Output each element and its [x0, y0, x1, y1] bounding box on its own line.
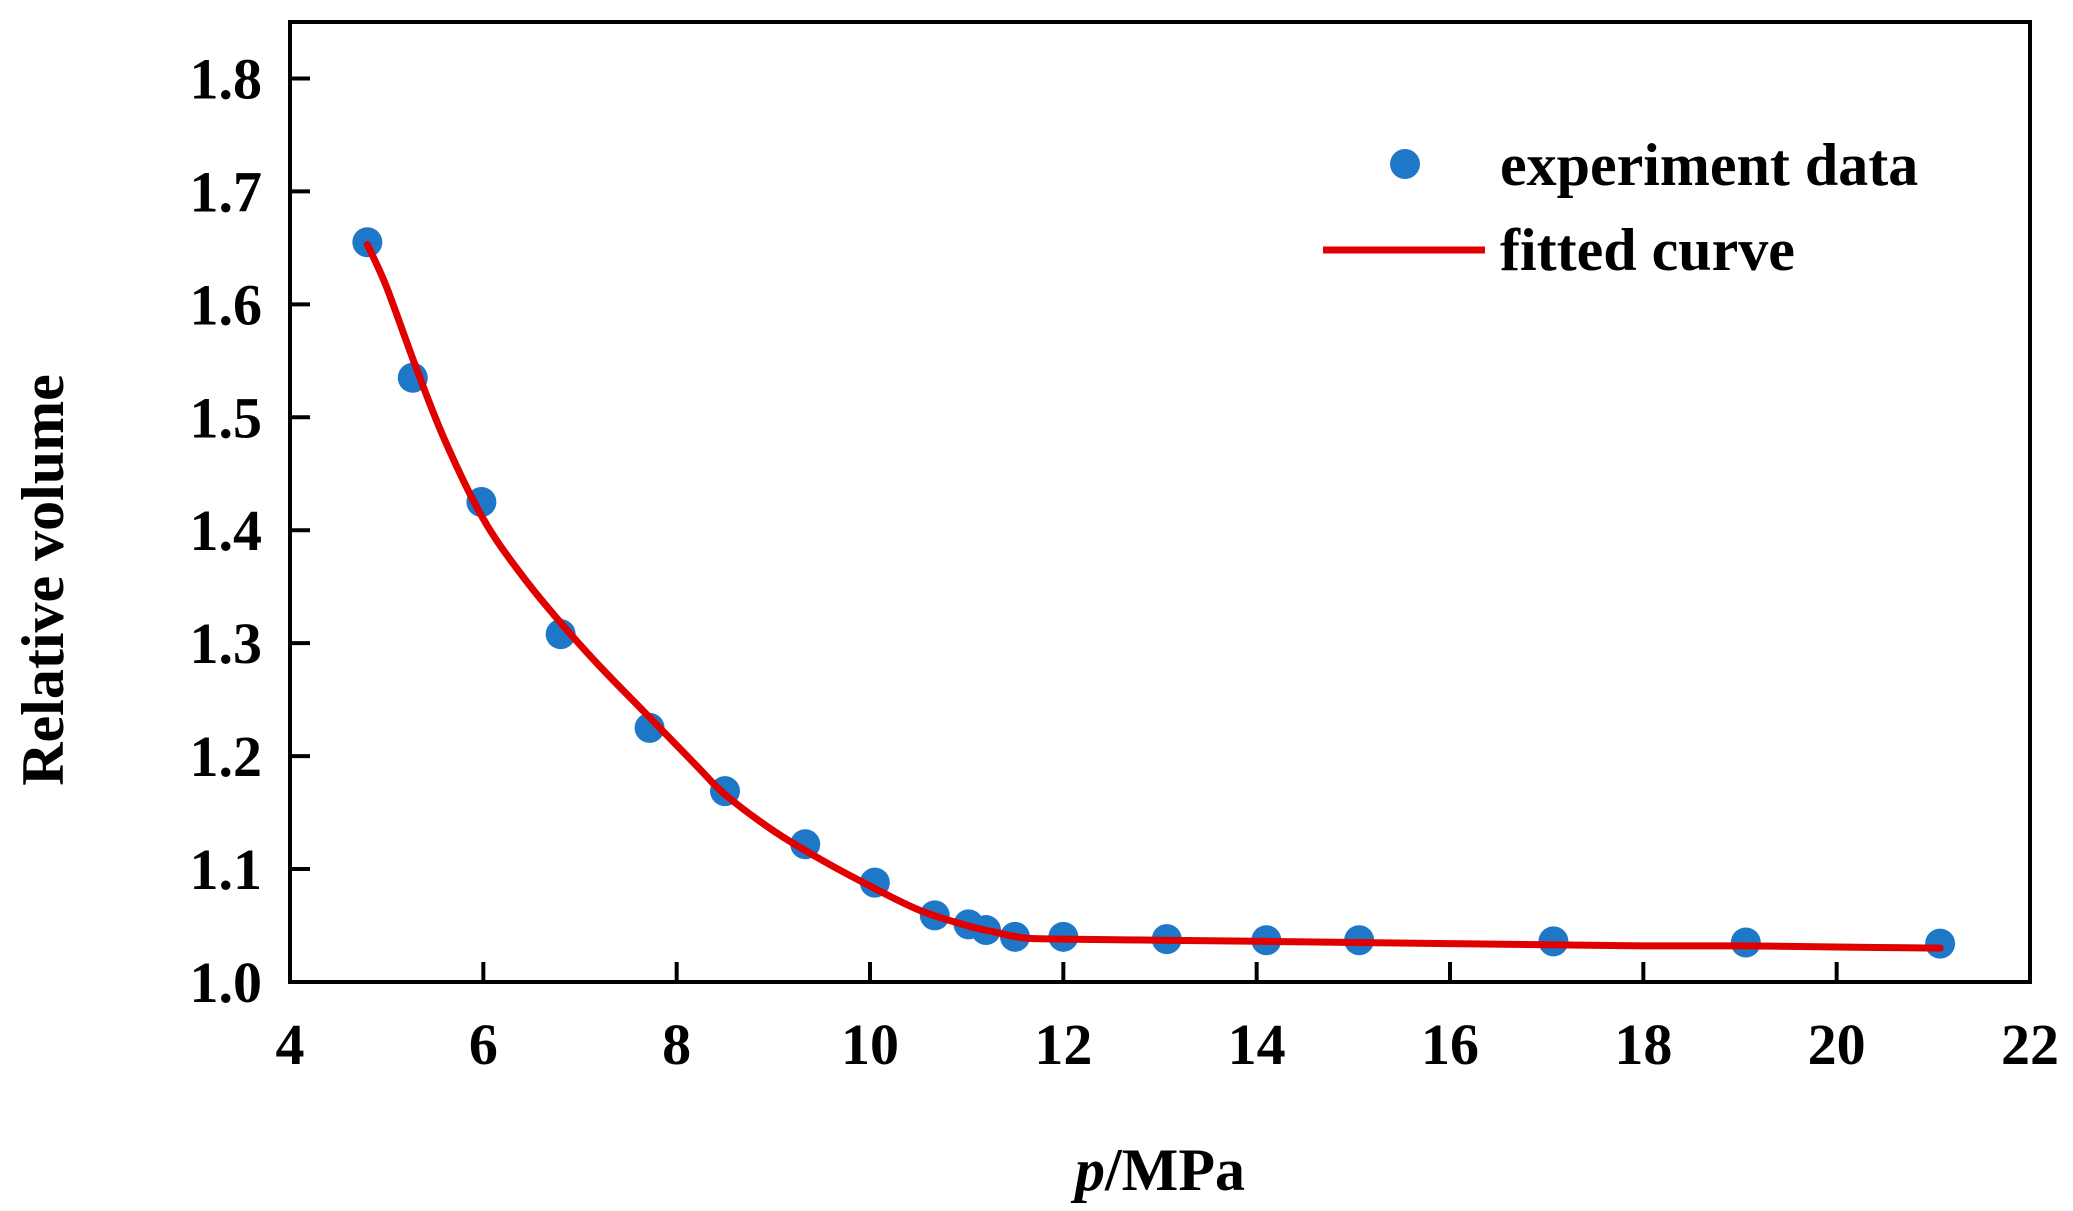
x-tick-label: 16 [1421, 1012, 1479, 1077]
x-axis-title-variable: p [1070, 1137, 1105, 1203]
x-tick-label: 8 [662, 1012, 691, 1077]
legend-marker-experiment [1390, 149, 1420, 179]
y-axis-title: Relative volume [10, 374, 76, 786]
x-tick-label: 18 [1614, 1012, 1672, 1077]
plot-frame [288, 20, 2032, 984]
x-tick-label: 4 [276, 1012, 305, 1077]
x-tick-label: 12 [1034, 1012, 1092, 1077]
y-tick-label: 1.5 [190, 385, 263, 450]
x-tick-label: 22 [2001, 1012, 2059, 1077]
x-tick-label: 14 [1228, 1012, 1286, 1077]
x-tick-label: 20 [1808, 1012, 1866, 1077]
y-tick-label: 1.0 [190, 950, 263, 1015]
x-tick-label: 10 [841, 1012, 899, 1077]
x-axis-ticks: 4 6 8 10 12 14 16 18 20 22 [276, 962, 2059, 1077]
legend-label-experiment: experiment data [1500, 132, 1918, 198]
y-tick-label: 1.7 [190, 159, 263, 224]
fitted-curve-line [363, 241, 1944, 952]
x-axis-title-unit: /MPa [1104, 1137, 1245, 1203]
y-tick-label: 1.6 [190, 272, 263, 337]
x-axis-title: p/MPa [1070, 1137, 1245, 1203]
plot-layer [352, 227, 1956, 959]
x-tick-label: 6 [469, 1012, 498, 1077]
y-tick-label: 1.3 [190, 611, 263, 676]
y-tick-label: 1.1 [190, 837, 263, 902]
y-tick-label: 1.8 [190, 46, 263, 111]
experiment-data-point [1925, 928, 1956, 959]
legend-label-fitted: fitted curve [1500, 217, 1795, 283]
y-tick-label: 1.2 [190, 724, 263, 789]
y-axis-ticks: 1.0 1.1 1.2 1.3 1.4 1.5 1.6 1.7 1.8 [190, 46, 310, 1015]
legend: experiment data fitted curve [1323, 132, 1918, 283]
y-tick-label: 1.4 [190, 498, 263, 563]
